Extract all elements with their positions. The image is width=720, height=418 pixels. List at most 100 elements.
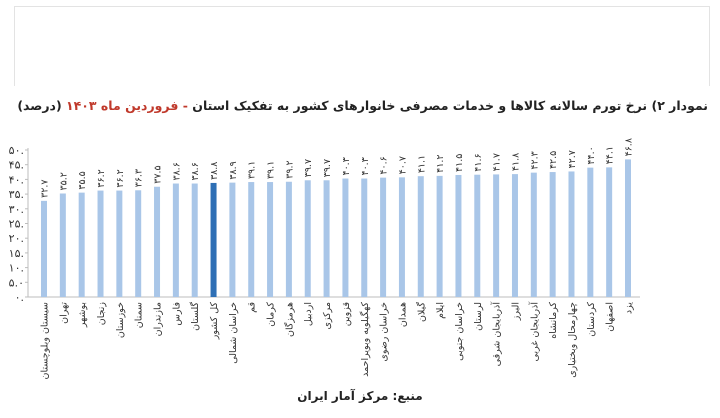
bar xyxy=(135,190,142,297)
y-tick-label: ۰. xyxy=(15,291,24,304)
bar xyxy=(41,200,47,297)
bar-value-label: ۴۰.۳ xyxy=(360,157,371,175)
category-label: مازندران xyxy=(153,302,164,336)
bar-value-label: ۳۸.۶ xyxy=(190,162,201,180)
category-label: لرستان xyxy=(473,302,484,331)
bar xyxy=(380,177,387,297)
category-label: البرز xyxy=(510,302,521,321)
bar xyxy=(116,190,123,297)
category-label: کردستان xyxy=(586,302,597,337)
bar-value-label: ۳۶.۲ xyxy=(96,169,107,187)
bar-value-label: ۳۲.۷ xyxy=(40,180,51,198)
bar-value-label: ۳۵.۲ xyxy=(58,172,69,190)
category-label: خراسان رضوی xyxy=(379,302,390,362)
bar xyxy=(587,167,594,297)
bar xyxy=(191,183,198,297)
bar xyxy=(267,182,274,297)
category-label: قم xyxy=(247,302,258,313)
bar-value-label: ۴۲.۵ xyxy=(548,151,559,169)
category-label: چهارمحال وبختیاری xyxy=(567,302,578,378)
category-label: سمنان xyxy=(134,302,145,328)
bar xyxy=(304,180,311,297)
bar xyxy=(549,172,556,297)
category-label: مرکزی xyxy=(322,302,333,330)
category-label: آذربایجان شرقی xyxy=(490,302,503,367)
bar xyxy=(97,190,104,297)
category-label: کهگیلویه وبویراحمد xyxy=(359,302,371,377)
bar-value-label: ۴۰.۷ xyxy=(397,156,408,174)
bar xyxy=(625,159,631,297)
bar xyxy=(154,186,161,297)
bar xyxy=(285,181,292,297)
bar xyxy=(78,192,85,297)
y-tick-label: ۱۵. xyxy=(9,247,24,260)
y-tick-label: ۲۵. xyxy=(9,218,24,231)
bar-value-label: ۳۹.۱ xyxy=(247,161,258,179)
bar-value-label: ۴۴.۰ xyxy=(586,146,597,164)
bar-value-label: ۴۲.۷ xyxy=(567,150,578,168)
category-label: اصفهان xyxy=(605,302,616,332)
bar xyxy=(323,180,330,297)
category-label: خراسان شمالی xyxy=(228,302,239,364)
bar xyxy=(530,172,537,297)
inflation-bar-chart: ۰. ۵.۰۱۰. ۱۵. ۲۰.۲۵. ۳۰. ۳۵. ۴۰.۴۵. ۵۰. ۳۲.۷ سیست… xyxy=(9,138,640,379)
bar xyxy=(361,178,368,297)
category-label: بوشهر xyxy=(77,302,88,328)
category-label: زنجان xyxy=(96,302,107,326)
bar xyxy=(248,182,255,297)
bar-value-label: ۳۶.۳ xyxy=(134,169,145,187)
bar xyxy=(398,177,405,297)
frame-left-border xyxy=(14,6,15,86)
bar-value-label: ۳۹.۷ xyxy=(303,159,314,177)
chart-title-unit: (درصد) xyxy=(17,98,67,113)
bar xyxy=(342,178,349,297)
bar xyxy=(455,174,462,297)
chart-title-period: فروردین ماه ۱۴۰۳ xyxy=(66,98,179,113)
category-label: ایلام xyxy=(435,302,446,319)
y-tick-label: ۱۰. xyxy=(9,262,24,275)
category-label: فارس xyxy=(171,302,182,326)
frame-top-border xyxy=(14,6,710,7)
bar-value-label: ۴۰.۳ xyxy=(341,157,352,175)
bar xyxy=(568,171,575,297)
category-label: همدان xyxy=(397,302,408,327)
y-tick-label: ۳۵. xyxy=(9,188,24,201)
category-label: سیستان وبلوچستان xyxy=(40,302,51,379)
chart-title-dash: - xyxy=(178,98,193,113)
category-label: اردبیل xyxy=(303,302,314,326)
bar-value-label: ۴۲.۳ xyxy=(529,151,540,169)
bar-value-label: ۴۶.۸ xyxy=(624,138,635,156)
bar xyxy=(172,183,179,297)
bar xyxy=(417,176,424,297)
bar xyxy=(493,174,500,297)
bar-value-label: ۳۶.۲ xyxy=(115,169,126,187)
y-tick-label: ۵.۰ xyxy=(9,276,24,289)
bar-value-label: ۳۹.۲ xyxy=(284,160,295,178)
bar-value-label: ۴۱.۸ xyxy=(510,153,521,171)
bar xyxy=(210,182,217,297)
bar-value-label: ۳۵.۵ xyxy=(77,171,88,189)
bar xyxy=(511,174,518,297)
bar xyxy=(474,174,481,297)
category-label: تهران xyxy=(58,302,69,324)
chart-title: نمودار ۲) نرخ تورم سالانه کالاها و خدمات… xyxy=(17,98,708,113)
frame-right-border xyxy=(709,6,710,86)
category-label: هرمزگان xyxy=(283,302,295,337)
y-tick-label: ۵۰. xyxy=(9,144,24,157)
y-tick-label: ۳۰. xyxy=(9,203,24,216)
chart-title-main: نمودار ۲) نرخ تورم سالانه کالاها و خدمات… xyxy=(192,98,708,113)
category-label: کرمان xyxy=(266,302,277,327)
bar-value-label: ۴۱.۵ xyxy=(454,154,465,172)
category-label: قزوین xyxy=(341,302,352,326)
category-label: خوزستان xyxy=(115,302,126,338)
category-label: کرمانشاه xyxy=(548,302,559,339)
bar-value-label: ۳۸.۶ xyxy=(171,162,182,180)
category-label: گلستان xyxy=(189,302,201,331)
bar-value-label: ۳۸.۹ xyxy=(228,161,239,179)
bar-value-label: ۴۱.۷ xyxy=(492,153,503,171)
chart-source: منبع: مرکز آمار ایران xyxy=(297,389,423,403)
category-label: یزد xyxy=(624,302,635,314)
category-label: گیلان xyxy=(415,302,427,323)
y-tick-label: ۲۰. xyxy=(9,232,24,245)
bar-value-label: ۴۴.۱ xyxy=(605,146,616,164)
